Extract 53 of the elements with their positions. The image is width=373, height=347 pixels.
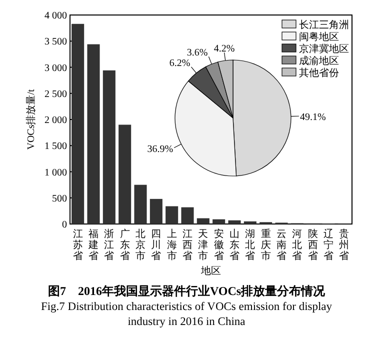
x-tick-label: 重庆市 [260, 228, 271, 262]
y-tick-label: 500 [52, 193, 67, 204]
bar [181, 207, 194, 224]
x-tick-label: 湖北省 [245, 228, 256, 262]
legend-label: 闽粤地区 [299, 31, 339, 43]
data-label: 3.6% [186, 48, 208, 59]
bar [134, 184, 147, 224]
text: 图7 2016年我国显示器件行业VOCs排放量分布情况 [48, 284, 326, 298]
bar [150, 198, 162, 224]
x-tick-label: 北京市 [136, 228, 146, 262]
x-tick-label: 广东省 [120, 228, 130, 262]
data-label: 36.9% [147, 144, 174, 155]
bar [72, 24, 84, 224]
x-tick-label: 江西省 [182, 228, 192, 262]
x-tick-label: 四川省 [151, 229, 162, 262]
x-tick-label: 浙江省 [104, 228, 114, 262]
x-tick-label: 天津市 [198, 229, 208, 262]
x-tick-label: 贵州省 [339, 228, 350, 262]
x-tick-label: 陕西省 [308, 228, 318, 262]
legend-label: 其他省份 [299, 67, 339, 79]
x-tick-label: 辽宁省 [324, 228, 334, 262]
bar [196, 218, 210, 224]
y-tick-label: 3 500 [44, 36, 67, 48]
bar [166, 206, 178, 224]
y-tick-label: 2 500 [44, 88, 67, 100]
x-tick-label: 山东省 [230, 228, 240, 262]
text: Fig.7 Distribution characteristics of VOCs emission for display industry in 2016 in China [40, 300, 334, 330]
legend-label: 长江三角洲 [299, 19, 349, 31]
bar [212, 219, 226, 224]
x-tick-label: 云南省 [276, 229, 286, 262]
bar [118, 124, 132, 224]
y-tick-label: 1 500 [44, 141, 67, 152]
data-label: 6.2% [169, 58, 190, 69]
x-tick-label: 上海市 [166, 228, 177, 262]
data-label: 4.2% [214, 44, 235, 55]
x-tick-label: 福建省 [88, 228, 98, 262]
x-axis-title: 地区 [200, 265, 221, 277]
data-label: 49.1% [300, 112, 326, 124]
bar [228, 220, 241, 224]
y-axis-title: VOCs排放量/t [25, 89, 37, 150]
y-tick-label: 2 000 [44, 115, 67, 126]
x-tick-label: 河北省 [292, 228, 302, 262]
y-tick-label: 0 [62, 220, 67, 230]
y-tick-label: 1 000 [44, 167, 67, 178]
x-tick-label: 安徽省 [214, 228, 224, 262]
legend-label: 京津冀地区 [299, 43, 349, 55]
y-tick-label: 4 000 [44, 10, 67, 22]
y-tick-label: 3 000 [44, 62, 67, 74]
bar [87, 44, 100, 224]
bar [102, 70, 116, 224]
legend-label: 成渝地区 [299, 55, 339, 67]
bar [244, 221, 256, 224]
x-tick-label: 江苏省 [72, 228, 83, 262]
